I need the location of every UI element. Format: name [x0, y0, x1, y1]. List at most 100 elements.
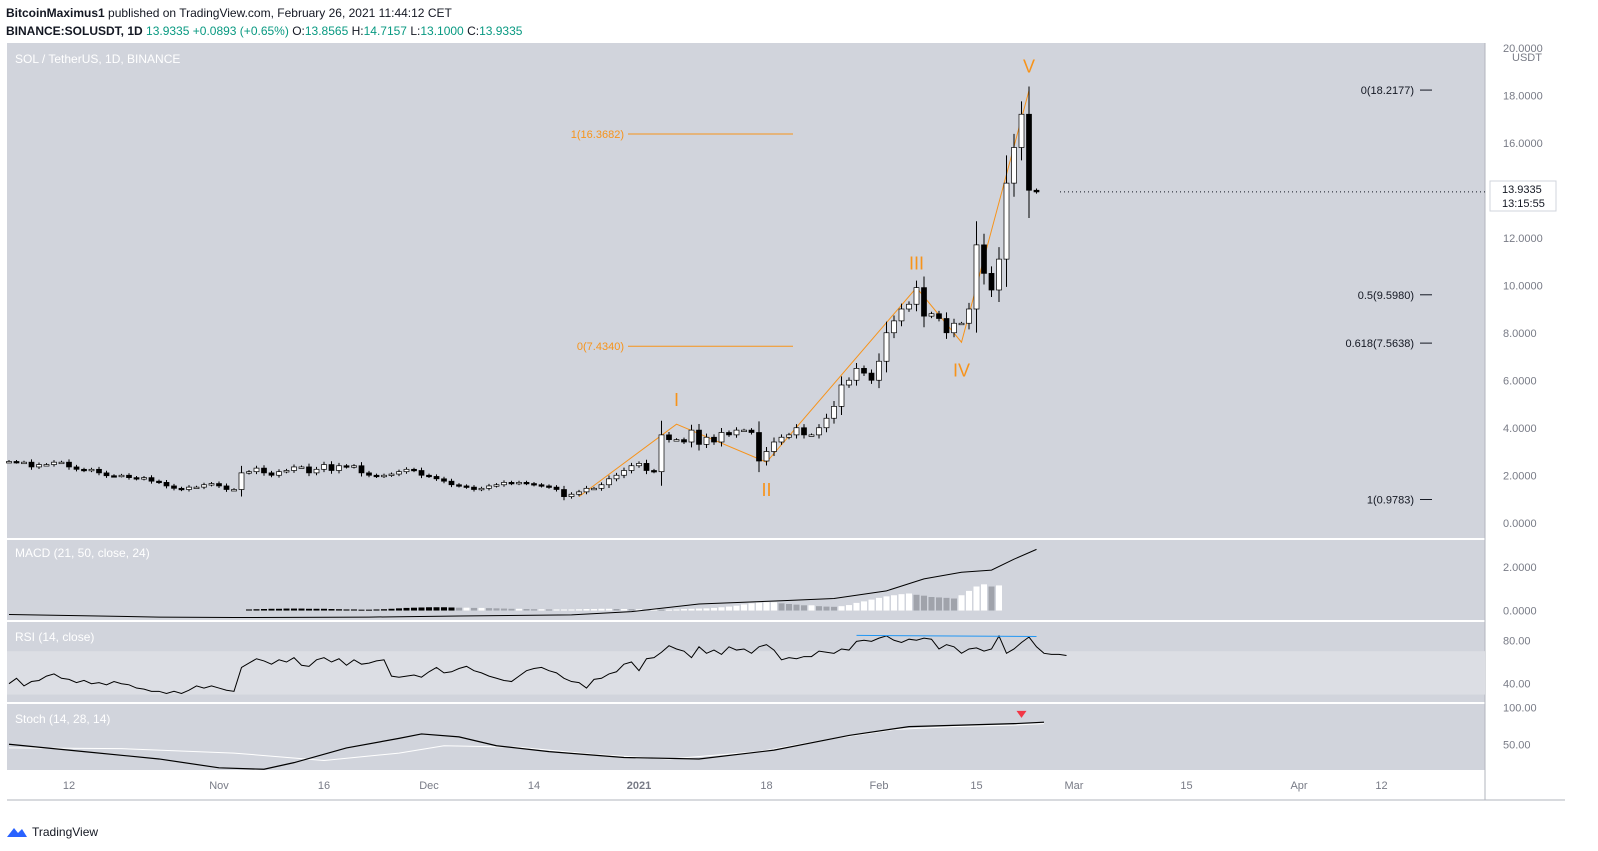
macd-histogram-bar: [396, 608, 402, 611]
time-axis-label: Apr: [1290, 780, 1307, 792]
macd-histogram-bar: [681, 609, 687, 611]
macd-histogram-bar: [306, 608, 312, 611]
price-tick-label: 18.0000: [1503, 90, 1543, 102]
author-name[interactable]: BitcoinMaximus1: [6, 6, 105, 20]
candle-body: [726, 432, 732, 436]
last-price-value: 13.9335: [146, 24, 190, 38]
macd-histogram-bar: [921, 595, 927, 611]
low-value: 13.1000: [420, 24, 464, 38]
currency-label: USDT: [1512, 52, 1542, 64]
candle-body: [883, 332, 890, 362]
price-tick-label: 2.0000: [1503, 470, 1537, 482]
open-label: O:: [292, 24, 305, 38]
macd-histogram-bar: [703, 608, 710, 611]
stoch-tick-label: 100.00: [1503, 702, 1537, 714]
candle-body: [201, 484, 207, 488]
macd-histogram-bar: [388, 608, 395, 611]
candle-body: [733, 429, 740, 436]
macd-histogram-bar: [823, 606, 830, 611]
candle-body: [396, 471, 402, 475]
high-label: H:: [351, 24, 364, 38]
rsi-band: [7, 651, 1485, 695]
tradingview-brand[interactable]: TradingView: [32, 825, 99, 839]
candle-body: [43, 464, 50, 467]
candle-body: [531, 483, 537, 486]
time-axis-label: Feb: [870, 780, 889, 792]
macd-histogram-bar: [741, 604, 747, 611]
change-value: +0.0893 (+0.65%): [192, 24, 289, 38]
rsi-tick-label: 80.00: [1503, 635, 1531, 647]
wave-label: V: [1023, 57, 1035, 77]
candle-body: [921, 287, 927, 317]
candle-body: [1033, 189, 1040, 193]
price-pane[interactable]: [7, 43, 1485, 538]
price-axis[interactable]: [1485, 43, 1565, 770]
candle-body: [508, 482, 515, 485]
macd-histogram-bar: [673, 609, 680, 611]
candle-body: [996, 258, 1002, 291]
low-label: L:: [410, 24, 421, 38]
candle-body: [261, 467, 267, 474]
candle-body: [1011, 147, 1017, 184]
candle-body: [418, 470, 425, 476]
candle-body: [36, 464, 42, 468]
candle-body: [186, 486, 192, 490]
macd-histogram-bar: [411, 607, 417, 611]
macd-histogram-bar: [358, 609, 365, 611]
candle-body: [6, 461, 12, 464]
macd-histogram-bar: [493, 608, 500, 611]
candle-body: [328, 464, 335, 471]
time-axis-label: 16: [318, 780, 330, 792]
candle-body: [216, 483, 222, 487]
candle-body: [321, 464, 327, 470]
stoch-pane[interactable]: [7, 704, 1485, 770]
candle-body: [478, 487, 485, 491]
candle-body: [778, 436, 785, 443]
macd-histogram-bar: [868, 599, 875, 611]
candle-body: [688, 429, 695, 443]
macd-histogram-bar: [816, 606, 822, 611]
time-axis-label: 18: [760, 780, 772, 792]
macd-histogram-bar: [598, 608, 605, 611]
macd-histogram-bar: [831, 606, 837, 611]
macd-histogram-bar: [508, 608, 515, 611]
candle-body: [951, 322, 957, 334]
macd-histogram-bar: [283, 608, 290, 611]
fib-level-label: 1(16.3682): [571, 129, 624, 141]
macd-histogram-bar: [636, 609, 642, 611]
macd-histogram-bar: [966, 590, 972, 611]
candle-body: [613, 474, 620, 480]
stoch-k-line: [8, 721, 1045, 770]
macd-histogram-bar: [793, 604, 800, 611]
macd-histogram-bar: [291, 608, 297, 611]
candle-body: [711, 436, 717, 443]
candle-body: [696, 429, 702, 445]
candle-body: [163, 482, 170, 487]
price-tick-label: 0.0000: [1503, 518, 1537, 530]
candle-body: [553, 486, 560, 490]
candle-body: [58, 461, 65, 465]
candle-body: [906, 303, 912, 310]
macd-histogram-bar: [711, 607, 717, 611]
macd-histogram-bar: [876, 597, 882, 611]
candle-body: [628, 465, 635, 471]
macd-histogram-bar: [418, 607, 425, 611]
wave-label: I: [674, 390, 679, 410]
macd-tick-label: 0.0000: [1503, 606, 1537, 618]
macd-histogram-bar: [328, 609, 335, 611]
symbol-label: BINANCE:SOLUSDT, 1D: [6, 24, 143, 38]
chart-header: BitcoinMaximus1 published on TradingView…: [6, 4, 522, 40]
macd-histogram-bar: [373, 609, 380, 611]
rsi-line: [8, 634, 1067, 695]
candle-body: [823, 417, 830, 429]
tradingview-logo-icon[interactable]: [6, 825, 28, 839]
macd-histogram-bar: [756, 602, 762, 611]
candle-body: [793, 427, 800, 436]
candle-body: [943, 318, 950, 334]
macd-histogram-bar: [501, 608, 507, 611]
time-axis-label: 14: [528, 780, 540, 792]
candle-body: [853, 368, 860, 381]
candle-body: [246, 471, 252, 474]
macd-histogram-bar: [298, 608, 305, 611]
